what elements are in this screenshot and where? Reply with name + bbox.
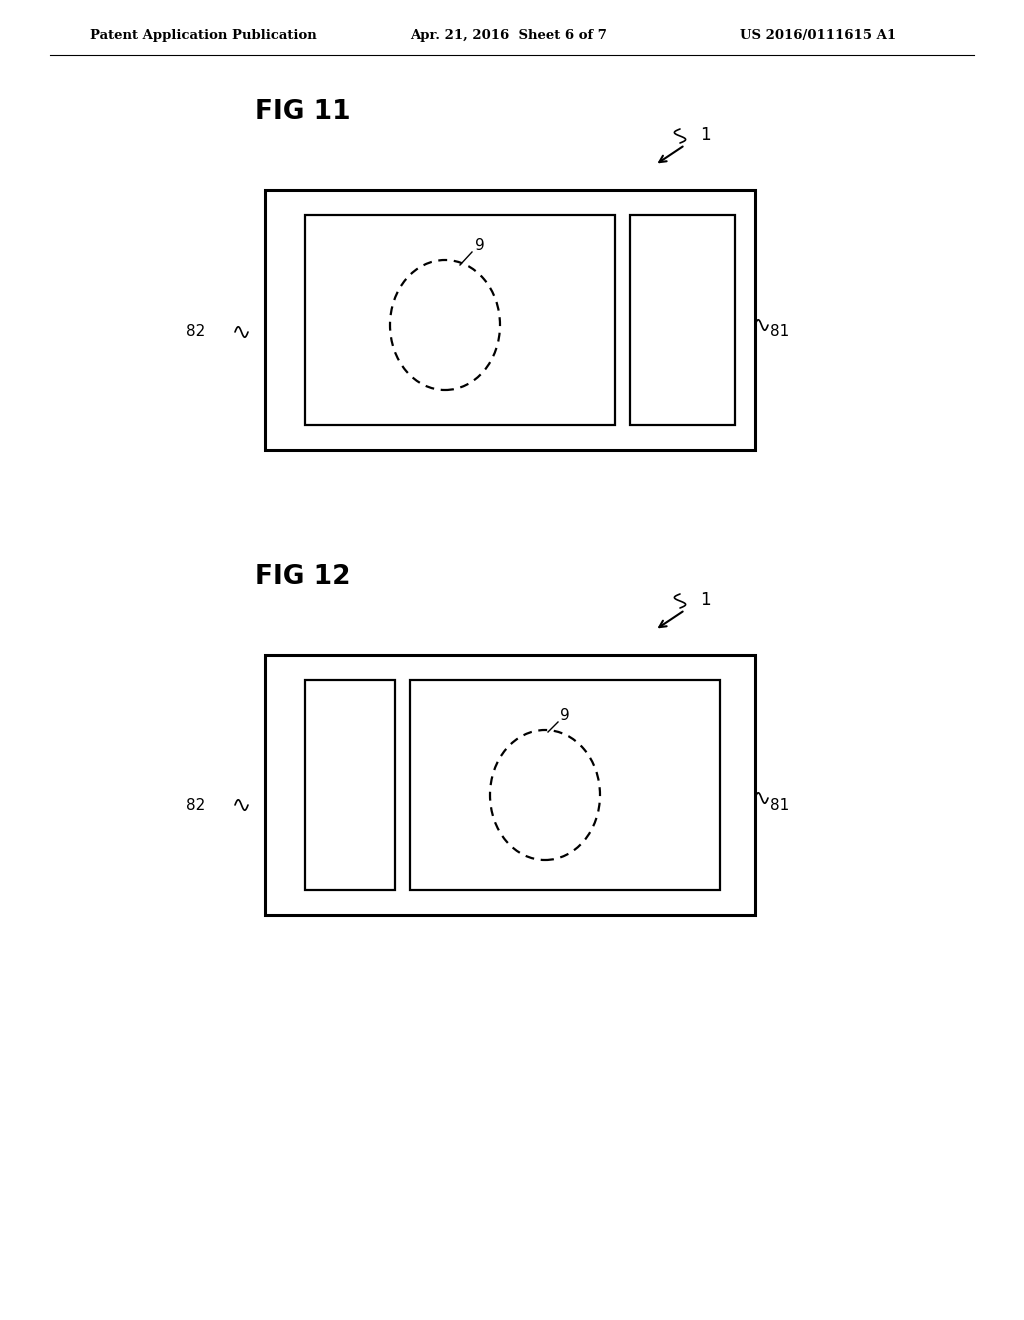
Text: 1: 1 — [700, 591, 711, 609]
Text: 9: 9 — [475, 238, 484, 252]
Text: FIG 11: FIG 11 — [255, 99, 350, 125]
Bar — [305, 680, 395, 890]
Text: Apr. 21, 2016  Sheet 6 of 7: Apr. 21, 2016 Sheet 6 of 7 — [410, 29, 607, 41]
FancyBboxPatch shape — [265, 655, 755, 915]
Bar — [630, 215, 735, 425]
Text: 82: 82 — [185, 797, 205, 813]
Text: FIG 12: FIG 12 — [255, 564, 350, 590]
Text: Patent Application Publication: Patent Application Publication — [90, 29, 316, 41]
Text: 1: 1 — [700, 125, 711, 144]
Text: 81: 81 — [770, 325, 790, 339]
FancyBboxPatch shape — [265, 190, 755, 450]
Bar — [305, 215, 615, 425]
Text: US 2016/0111615 A1: US 2016/0111615 A1 — [740, 29, 896, 41]
Text: 82: 82 — [185, 325, 205, 339]
Bar — [410, 680, 720, 890]
Text: 9: 9 — [560, 708, 569, 722]
Text: 81: 81 — [770, 797, 790, 813]
